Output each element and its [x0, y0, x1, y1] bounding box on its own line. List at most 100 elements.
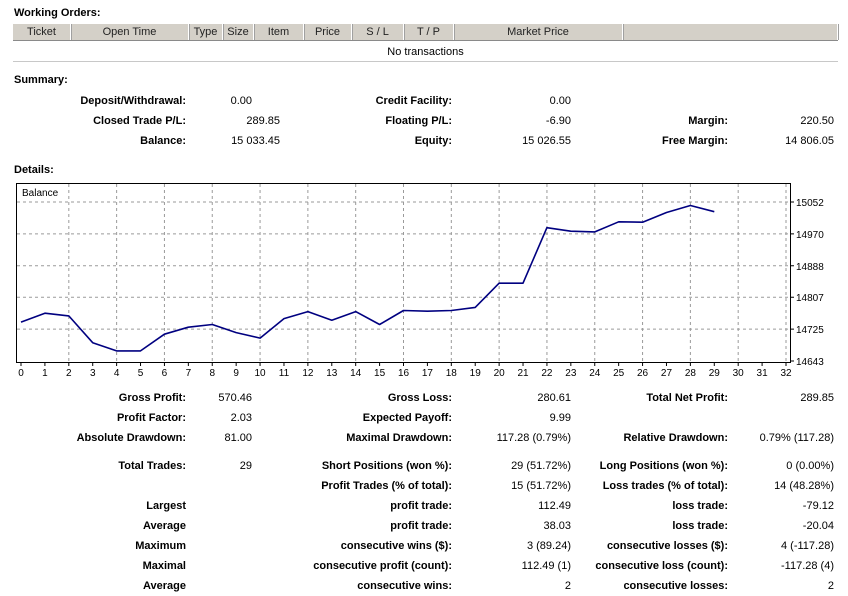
total-trades-label: Total Trades:	[118, 460, 186, 472]
working-orders-title: Working Orders:	[14, 7, 101, 19]
x-tick-label: 23	[565, 368, 577, 378]
gross-profit-value: 570.46	[218, 392, 252, 404]
average-consecutive-label: Average	[142, 580, 186, 592]
y-tick-label: 14888	[796, 262, 824, 273]
x-tick-label: 10	[255, 368, 267, 378]
relative-drawdown-label: Relative Drawdown:	[623, 432, 728, 444]
average-consecutive-wins-label: consecutive wins:	[357, 580, 452, 592]
column-item[interactable]: Item	[254, 24, 304, 40]
profit-factor-label: Profit Factor:	[116, 412, 186, 424]
column-type[interactable]: Type	[189, 24, 223, 40]
max-consecutive-wins-label: consecutive wins ($):	[340, 540, 452, 552]
average-label: Average	[142, 520, 186, 532]
maximal-consecutive-profit-label: consecutive profit (count):	[313, 560, 452, 572]
max-consecutive-losses-value: 4 (-117.28)	[781, 540, 834, 552]
absolute-drawdown-label: Absolute Drawdown:	[76, 432, 186, 444]
long-positions-value: 0 (0.00%)	[786, 460, 834, 472]
x-tick-label: 25	[613, 368, 625, 378]
summary-title: Summary:	[14, 74, 68, 86]
x-tick-label: 28	[685, 368, 697, 378]
x-tick-label: 16	[398, 368, 410, 378]
x-tick-label: 8	[209, 368, 215, 378]
largest-profit-trade-value: 112.49	[538, 500, 571, 512]
credit-facility-label: Credit Facility:	[375, 95, 452, 107]
short-positions-label: Short Positions (won %):	[321, 460, 452, 472]
column-market-price[interactable]: Market Price	[454, 24, 623, 40]
maximal-consecutive-profit-value: 112.49 (1)	[521, 560, 571, 572]
max-consecutive-wins-value: 3 (89.24)	[526, 540, 571, 552]
largest-label: Largest	[146, 500, 186, 512]
x-tick-label: 22	[541, 368, 553, 378]
x-tick-label: 32	[780, 368, 792, 378]
x-tick-label: 14	[350, 368, 362, 378]
relative-drawdown-value: 0.79% (117.28)	[759, 432, 834, 444]
gross-profit-label: Gross Profit:	[118, 392, 186, 404]
x-tick-label: 18	[446, 368, 458, 378]
working-orders-header: Ticket Open Time Type Size Item Price S …	[13, 23, 838, 41]
chart-grid	[17, 184, 790, 362]
maximal-consecutive-loss-label: consecutive loss (count):	[595, 560, 728, 572]
expected-payoff-value: 9.99	[549, 412, 571, 424]
details-title: Details:	[14, 164, 54, 176]
closed-trade-pl-label: Closed Trade P/L:	[93, 115, 186, 127]
chart-title: Balance	[22, 188, 59, 199]
x-tick-label: 30	[733, 368, 745, 378]
x-tick-label: 27	[661, 368, 673, 378]
expected-payoff-label: Expected Payoff:	[362, 412, 452, 424]
x-tick-label: 17	[422, 368, 434, 378]
short-positions-value: 29 (51.72%)	[511, 460, 571, 472]
profit-trades-value: 15 (51.72%)	[511, 480, 571, 492]
x-tick-label: 7	[186, 368, 192, 378]
balance-chart: Balance 15052 14970 14888 14807 14725 14643 0 1…	[16, 183, 838, 379]
margin-value: 220.50	[800, 115, 834, 127]
free-margin-value: 14 806.05	[785, 135, 834, 147]
x-tick-label: 31	[757, 368, 769, 378]
average-consecutive-losses-label: consecutive losses:	[623, 580, 728, 592]
y-tick-label: 14807	[796, 293, 824, 304]
long-positions-label: Long Positions (won %):	[599, 460, 728, 472]
x-tick-label: 24	[589, 368, 601, 378]
column-price[interactable]: Price	[304, 24, 352, 40]
maximal-drawdown-value: 117.28 (0.79%)	[496, 432, 571, 444]
largest-profit-trade-label: profit trade:	[390, 500, 452, 512]
floating-pl-value: -6.90	[545, 115, 571, 127]
y-tick-label: 15052	[796, 198, 824, 209]
absolute-drawdown-value: 81.00	[224, 432, 252, 444]
column-stop-loss[interactable]: S / L	[352, 24, 404, 40]
loss-trades-value: 14 (48.28%)	[774, 480, 834, 492]
profit-trades-label: Profit Trades (% of total):	[321, 480, 452, 492]
loss-trades-label: Loss trades (% of total):	[602, 480, 728, 492]
x-tick-label: 1	[42, 368, 48, 378]
balance-value: 15 033.45	[231, 135, 280, 147]
max-consecutive-losses-label: consecutive losses ($):	[606, 540, 728, 552]
gross-loss-label: Gross Loss:	[387, 392, 452, 404]
margin-label: Margin:	[688, 115, 728, 127]
balance-series-line	[20, 204, 715, 352]
chart-plot-area	[16, 183, 791, 363]
no-transactions-text: No transactions	[13, 42, 838, 62]
equity-value: 15 026.55	[522, 135, 571, 147]
column-take-profit[interactable]: T / P	[404, 24, 454, 40]
largest-loss-trade-value: -79.12	[802, 500, 834, 512]
profit-factor-value: 2.03	[230, 412, 252, 424]
column-open-time[interactable]: Open Time	[71, 24, 189, 40]
balance-label: Balance:	[140, 135, 186, 147]
free-margin-label: Free Margin:	[661, 135, 728, 147]
maximal-consecutive-loss-value: -117.28 (4)	[781, 560, 834, 572]
x-tick-label: 19	[470, 368, 482, 378]
column-ticket[interactable]: Ticket	[13, 24, 71, 40]
average-consecutive-wins-value: 2	[564, 580, 571, 592]
deposit-withdrawal-value: 0.00	[230, 95, 252, 107]
x-tick-label: 26	[637, 368, 649, 378]
average-loss-trade-value: -20.04	[802, 520, 834, 532]
x-tick-label: 9	[233, 368, 239, 378]
maximal-label: Maximal	[142, 560, 186, 572]
column-size[interactable]: Size	[223, 24, 254, 40]
maximal-drawdown-label: Maximal Drawdown:	[346, 432, 452, 444]
x-tick-label: 5	[138, 368, 144, 378]
x-tick-label: 6	[162, 368, 168, 378]
average-profit-trade-label: profit trade:	[390, 520, 452, 532]
y-tick-label: 14643	[796, 357, 824, 368]
